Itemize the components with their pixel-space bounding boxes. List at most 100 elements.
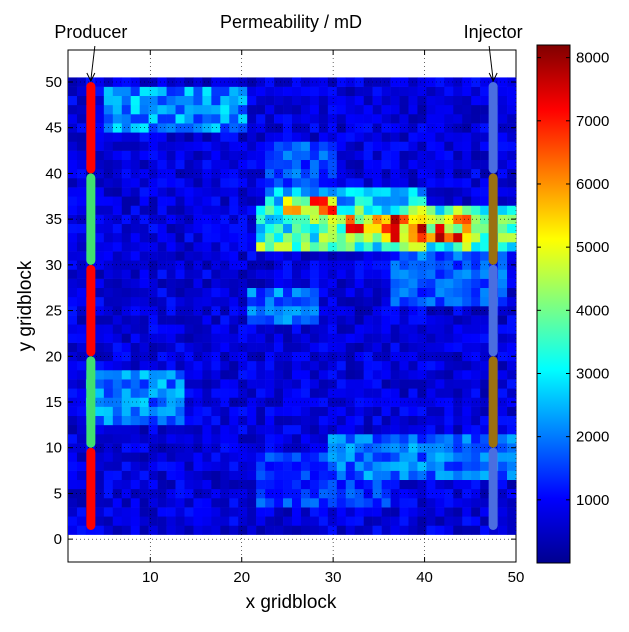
heatmap-cell [265, 342, 275, 353]
heatmap-cell [390, 342, 400, 353]
heatmap-cell [345, 315, 356, 325]
heatmap-cell [292, 315, 302, 325]
heatmap-cell [381, 251, 391, 261]
heatmap-cell [327, 525, 338, 535]
heatmap-cell [139, 342, 149, 353]
heatmap-cell [354, 269, 364, 279]
heatmap-cell [336, 470, 347, 481]
heatmap-cell [372, 150, 382, 161]
heatmap-cell [175, 434, 185, 444]
heatmap-cell [417, 525, 427, 535]
heatmap-cell [175, 461, 185, 471]
heatmap-cell [103, 141, 114, 151]
heatmap-cell [121, 214, 132, 225]
heatmap-cell [471, 95, 481, 106]
heatmap-cell [354, 86, 364, 97]
heatmap-cell [157, 507, 167, 517]
heatmap-cell [354, 132, 364, 142]
heatmap-cell [202, 525, 212, 535]
heatmap-cell [498, 232, 508, 243]
heatmap-cell [130, 516, 140, 526]
heatmap-cell [372, 132, 382, 142]
heatmap-cell [336, 461, 347, 471]
heatmap-cell [318, 123, 329, 133]
heatmap-cell [453, 360, 463, 371]
heatmap-cell [121, 306, 132, 316]
heatmap-cell [453, 214, 463, 225]
heatmap-cell [238, 214, 248, 225]
heatmap-cell [220, 315, 230, 325]
heatmap-cell [220, 342, 230, 353]
heatmap-cell [193, 424, 203, 435]
heatmap-cell [247, 479, 257, 490]
heatmap-cell [166, 296, 176, 307]
heatmap-cell [202, 360, 212, 371]
heatmap-cell [444, 406, 454, 417]
heatmap-cell [112, 242, 123, 252]
heatmap-cell [381, 214, 391, 225]
heatmap-cell [229, 232, 239, 243]
heatmap-cell [417, 488, 427, 499]
heatmap-cell [498, 150, 508, 161]
heatmap-cell [309, 315, 320, 325]
heatmap-cell [247, 178, 257, 188]
heatmap-cell [507, 370, 517, 380]
heatmap-cell [112, 287, 123, 298]
heatmap-cell [68, 479, 78, 490]
heatmap-cell [435, 306, 445, 316]
heatmap-cell [211, 132, 221, 142]
heatmap-cell [184, 507, 194, 517]
heatmap-cell [408, 461, 418, 471]
heatmap-cell [462, 507, 472, 517]
heatmap-cell [399, 296, 409, 307]
heatmap-cell [498, 132, 508, 142]
heatmap-cell [300, 132, 311, 142]
heatmap-cell [426, 434, 436, 444]
heatmap-cell [435, 205, 445, 215]
heatmap-cell [130, 434, 140, 444]
heatmap-cell [283, 315, 293, 325]
heatmap-cell [148, 123, 158, 133]
heatmap-cell [220, 223, 230, 234]
heatmap-cell [453, 507, 463, 517]
heatmap-cell [238, 370, 248, 380]
heatmap-cell [265, 242, 275, 252]
heatmap-cell [283, 187, 293, 197]
heatmap-cell [220, 470, 230, 481]
heatmap-cell [265, 461, 275, 471]
heatmap-cell [166, 77, 176, 87]
heatmap-cell [372, 86, 382, 97]
heatmap-cell [399, 104, 409, 115]
heatmap-cell [381, 470, 391, 481]
heatmap-cell [435, 214, 445, 225]
heatmap-cell [399, 434, 409, 444]
heatmap-cell [480, 415, 490, 426]
heatmap-cell [175, 196, 185, 206]
heatmap-cell [480, 223, 490, 234]
heatmap-cell [462, 150, 472, 161]
heatmap-cell [435, 424, 445, 435]
heatmap-cell [390, 461, 400, 471]
heatmap-cell [229, 251, 239, 261]
heatmap-cell [390, 397, 400, 407]
heatmap-cell [112, 315, 123, 325]
heatmap-cell [112, 434, 123, 444]
heatmap-cell [103, 196, 114, 206]
heatmap-cell [193, 114, 203, 124]
heatmap-cell [202, 123, 212, 133]
heatmap-cell [247, 196, 257, 206]
heatmap-cell [103, 95, 114, 106]
heatmap-cell [193, 507, 203, 517]
heatmap-cell [265, 516, 275, 526]
heatmap-cell [471, 424, 481, 435]
heatmap-cell [399, 251, 409, 261]
colorbar-tick-label: 3000 [576, 365, 609, 382]
heatmap-cell [283, 370, 293, 380]
heatmap-cell [202, 251, 212, 261]
heatmap-cell [381, 296, 391, 307]
heatmap-cell [462, 77, 472, 87]
heatmap-cell [166, 525, 176, 535]
heatmap-cell [399, 287, 409, 298]
heatmap-cell [327, 196, 338, 206]
heatmap-cell [292, 516, 302, 526]
